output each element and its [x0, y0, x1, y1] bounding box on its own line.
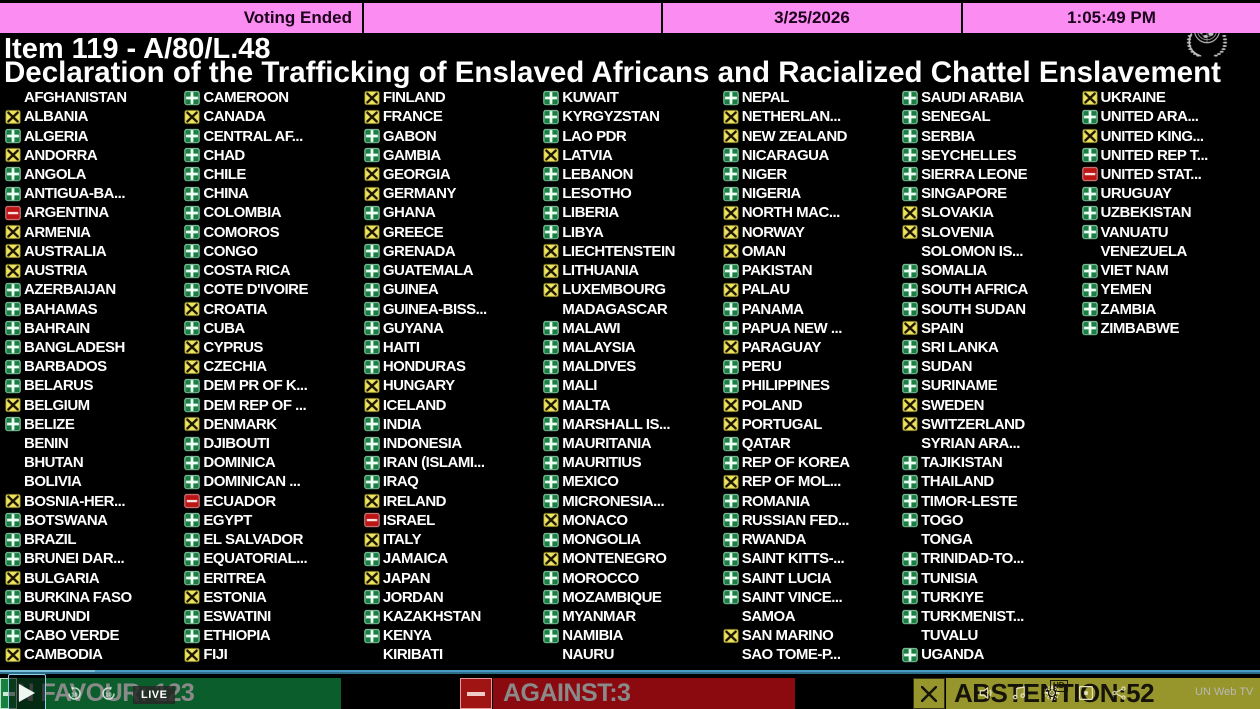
svg-text:10: 10	[71, 692, 77, 698]
svg-text:10: 10	[105, 692, 111, 698]
